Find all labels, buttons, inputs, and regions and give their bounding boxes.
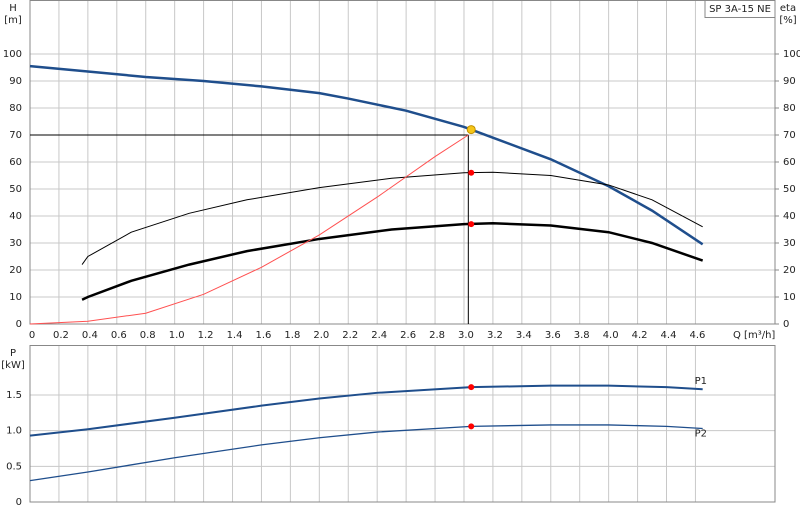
x-tick-label: 0.4	[82, 330, 98, 341]
y2-axis-unit: [%]	[779, 15, 796, 26]
x-tick-label: 0.6	[111, 330, 127, 341]
y-axis-label: P	[10, 348, 16, 359]
x-tick-label: 0.2	[53, 330, 69, 341]
plot-frame	[29, 0, 776, 325]
x-tick-label: 2.6	[400, 330, 416, 341]
x-tick-label: 1.6	[256, 330, 272, 341]
y-tick-label: 90	[9, 76, 22, 87]
y2-tick-label: 50	[783, 184, 796, 195]
y-tick-label: 1.5	[6, 390, 22, 401]
x-tick-label: 4.4	[661, 330, 677, 341]
operating-point	[468, 423, 475, 430]
x-tick-label: 3.0	[458, 330, 474, 341]
y-tick-label: 60	[9, 157, 22, 168]
y-tick-label: 80	[9, 103, 22, 114]
y-tick-label: 70	[9, 130, 22, 141]
x-tick-label: 3.6	[545, 330, 561, 341]
y-axis-unit: [kW]	[1, 360, 25, 371]
title-box	[704, 0, 776, 18]
y-tick-label: 10	[9, 292, 22, 303]
curve	[81, 171, 703, 265]
x-tick-label: 1.2	[198, 330, 214, 341]
y2-tick-label: 0	[783, 319, 789, 330]
y-tick-label: 0	[16, 319, 22, 330]
y2-tick-label: 100	[783, 49, 800, 60]
y2-tick-label: 60	[783, 157, 796, 168]
curve	[81, 222, 704, 301]
curve	[29, 134, 469, 325]
curve	[29, 64, 704, 246]
y2-tick-label: 80	[783, 103, 796, 114]
x-tick-label: 1.8	[284, 330, 300, 341]
x-tick-label: 1.0	[169, 330, 185, 341]
legend-label: P1	[695, 376, 707, 387]
x-tick-label: 3.2	[487, 330, 503, 341]
x-tick-label: 0	[29, 330, 35, 341]
y2-tick-label: 70	[783, 130, 796, 141]
x-tick-label: 2.2	[342, 330, 358, 341]
y2-tick-label: 90	[783, 76, 796, 87]
legend-label: P2	[695, 428, 707, 439]
y-tick-label: 30	[9, 238, 22, 249]
chart-title: SP 3A-15 NE	[709, 4, 771, 15]
y2-tick-label: 40	[783, 211, 796, 222]
x-tick-label: 4.0	[603, 330, 619, 341]
y-tick-label: 0	[16, 497, 22, 508]
x-tick-label: 2.0	[313, 330, 329, 341]
y-tick-label: 0.5	[6, 461, 22, 472]
curve	[29, 384, 703, 437]
x-tick-label: 3.4	[516, 330, 532, 341]
x-tick-label: 3.8	[574, 330, 590, 341]
x-axis-label: Q [m³/h]	[733, 330, 775, 341]
plot-frame	[29, 345, 776, 503]
y2-axis-label: eta	[780, 3, 796, 14]
operating-point	[468, 384, 475, 391]
x-tick-label: 0.8	[140, 330, 156, 341]
x-tick-label: 4.2	[632, 330, 648, 341]
operating-point	[468, 169, 475, 176]
y-tick-label: 40	[9, 211, 22, 222]
operating-point	[468, 221, 475, 228]
x-tick-label: 2.4	[371, 330, 387, 341]
y2-tick-label: 30	[783, 238, 796, 249]
curve	[29, 424, 703, 482]
x-tick-label: 4.6	[689, 330, 705, 341]
y-axis-label: H	[9, 3, 17, 14]
x-tick-label: 1.4	[227, 330, 243, 341]
y-axis-unit: [m]	[4, 15, 22, 26]
x-tick-label: 2.8	[429, 330, 445, 341]
y-tick-label: 1.0	[6, 426, 22, 437]
y-tick-label: 100	[3, 49, 22, 60]
y-tick-label: 20	[9, 265, 22, 276]
y-tick-label: 50	[9, 184, 22, 195]
y2-tick-label: 20	[783, 265, 796, 276]
y2-tick-label: 10	[783, 292, 796, 303]
operating-point	[466, 125, 476, 135]
